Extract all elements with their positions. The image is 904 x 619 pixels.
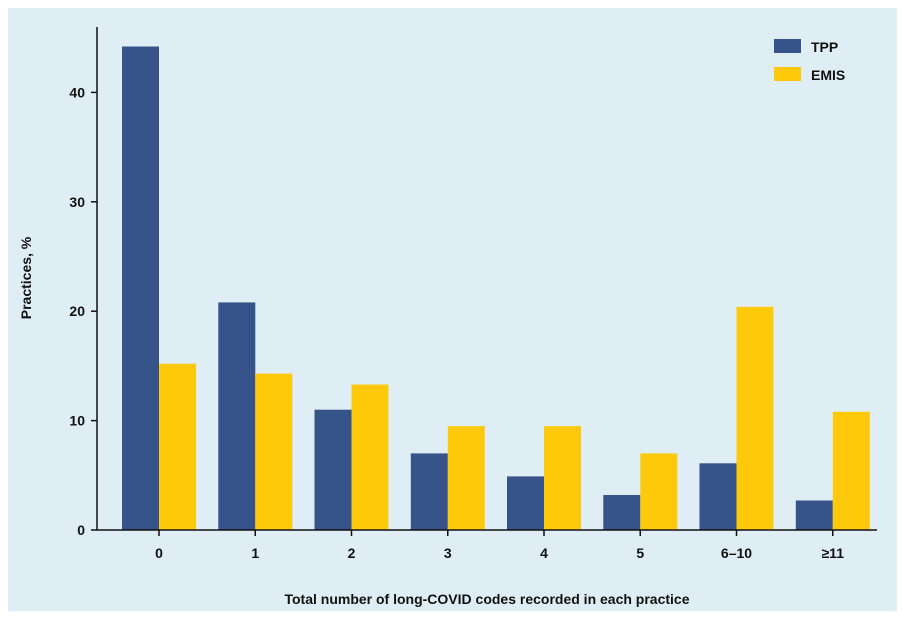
bar-emis-7	[832, 411, 870, 530]
bar-tpp-4	[507, 476, 544, 530]
bar-emis-4	[544, 426, 581, 530]
legend-label-emis: EMIS	[811, 67, 845, 83]
y-tick-label: 30	[69, 194, 85, 210]
bar-emis-2	[351, 384, 389, 530]
bar-emis-1	[255, 373, 293, 530]
bar-emis-5	[640, 453, 678, 530]
x-tick-label: 5	[636, 545, 644, 561]
y-tick-label: 20	[69, 303, 85, 319]
x-tick-label: 4	[540, 545, 548, 561]
bar-emis-3	[447, 426, 485, 530]
y-tick-label: 40	[69, 84, 85, 100]
bar-tpp-2	[314, 409, 352, 530]
x-tick-label: 6–10	[721, 545, 752, 561]
x-tick-label: 1	[251, 545, 259, 561]
y-ticks-group: 0 10 20 30 40	[69, 84, 97, 538]
legend-label-tpp: TPP	[811, 39, 838, 55]
bar-emis-0	[159, 363, 196, 530]
legend: TPP EMIS	[774, 39, 845, 83]
x-tick-label: 0	[155, 545, 163, 561]
x-tick-label: 2	[348, 545, 356, 561]
y-axis-label: Practices, %	[18, 236, 34, 319]
bars-group	[122, 46, 870, 530]
y-tick-label: 10	[69, 413, 85, 429]
x-ticks-group: 0 1 2 3 4 5 6–10 ≥11	[155, 530, 844, 561]
bar-tpp-3	[410, 453, 448, 530]
bar-chart: 0 10 20 30 40 0 1 2 3 4 5 6–10 ≥11 Practices, % Tot…	[18, 27, 877, 607]
legend-swatch-emis	[774, 67, 801, 81]
bar-tpp-1	[218, 302, 256, 530]
bar-tpp-7	[795, 500, 833, 530]
bar-tpp-5	[603, 495, 641, 530]
bar-tpp-6	[699, 463, 737, 530]
legend-swatch-tpp	[774, 39, 801, 53]
chart-figure: 0 10 20 30 40 0 1 2 3 4 5 6–10 ≥11 Practices, % Tot…	[8, 8, 897, 611]
y-tick-label: 0	[77, 522, 85, 538]
bar-tpp-0	[122, 46, 159, 530]
x-tick-label: 3	[444, 545, 452, 561]
x-tick-label: ≥11	[822, 545, 845, 561]
bar-emis-6	[736, 306, 774, 530]
x-axis-label: Total number of long-COVID codes recorde…	[284, 591, 689, 607]
